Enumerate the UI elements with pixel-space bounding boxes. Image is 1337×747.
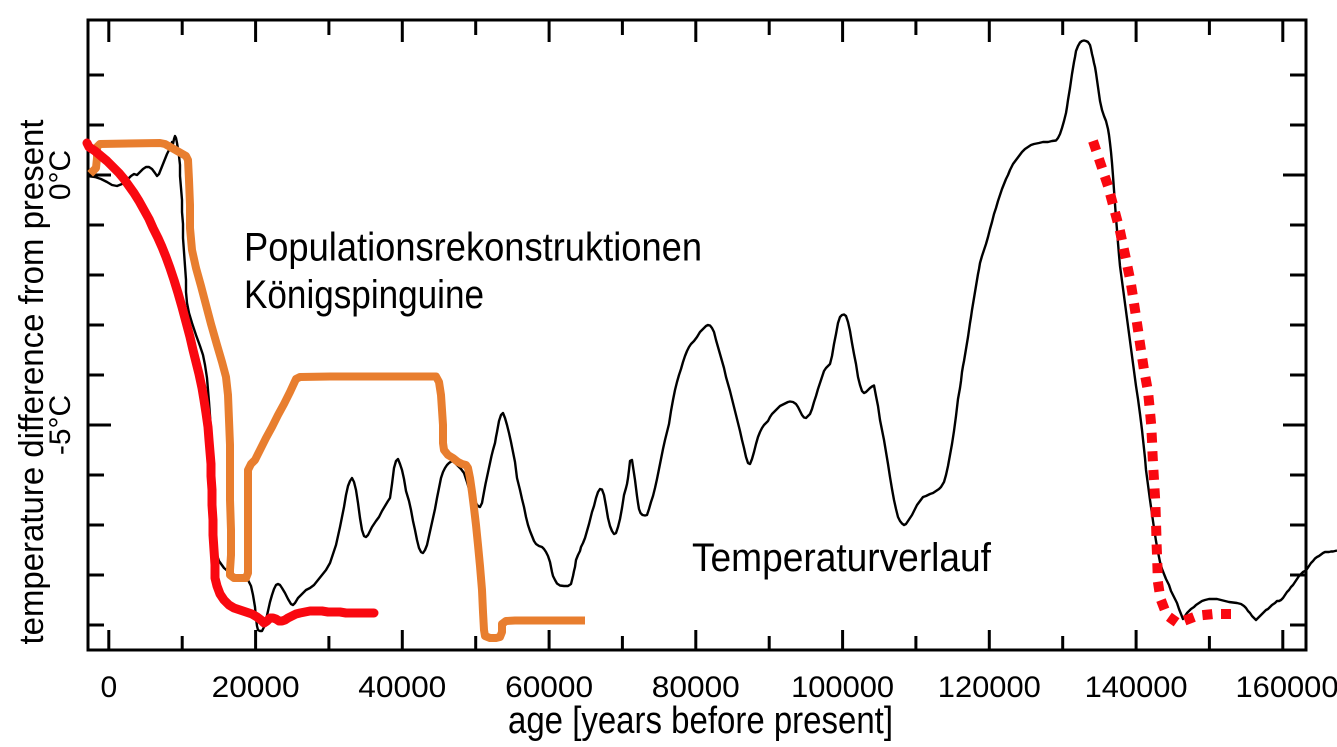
svg-text:100000: 100000 (791, 671, 894, 704)
svg-text:Populationsrekonstruktionen: Populationsrekonstruktionen (244, 226, 702, 270)
svg-text:0: 0 (100, 671, 117, 704)
svg-text:20000: 20000 (212, 671, 300, 704)
svg-text:age [years before present]: age [years before present] (508, 700, 893, 742)
svg-text:40000: 40000 (358, 671, 446, 704)
svg-text:0°C: 0°C (44, 150, 77, 200)
svg-text:140000: 140000 (1085, 671, 1188, 704)
svg-text:Königspinguine: Königspinguine (244, 273, 484, 317)
svg-text:Temperaturverlauf: Temperaturverlauf (692, 536, 992, 580)
svg-text:80000: 80000 (652, 671, 740, 704)
svg-text:160000: 160000 (1236, 671, 1337, 704)
svg-text:120000: 120000 (938, 671, 1041, 704)
svg-text:temperature difference from pr: temperature difference from present (13, 119, 51, 645)
svg-text:-5°C: -5°C (44, 395, 77, 455)
svg-text:60000: 60000 (505, 671, 593, 704)
